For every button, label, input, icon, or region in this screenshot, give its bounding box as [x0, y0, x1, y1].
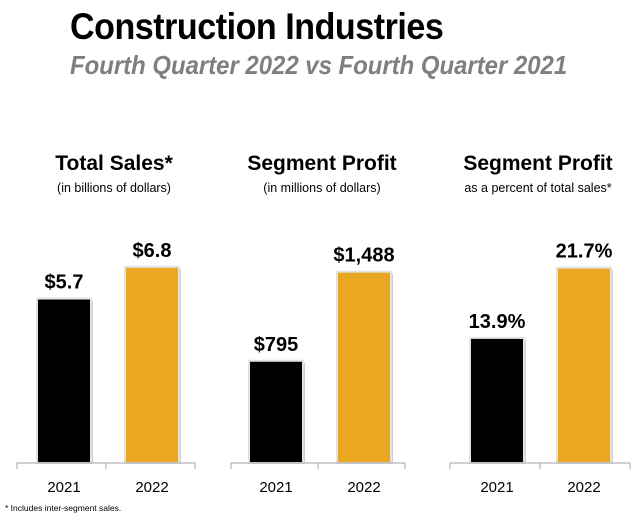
footnote: * Includes inter-segment sales. — [5, 503, 122, 513]
data-label: $1,488 — [333, 245, 394, 267]
chart-title-total-sales: Total Sales* — [55, 152, 173, 175]
chart-subtitle-total-sales: (in billions of dollars) — [57, 181, 171, 195]
chart-subtitle-segment-profit: (in millions of dollars) — [263, 181, 381, 195]
data-label: $795 — [254, 334, 299, 356]
chart-title-segment-profit: Segment Profit — [247, 152, 397, 175]
chart-1: $5.7 2021 $6.8 2022 — [16, 240, 196, 496]
page-subtitle: Fourth Quarter 2022 vs Fourth Quarter 20… — [70, 50, 568, 80]
chart-3: 13.9% 2021 21.7% 2022 — [449, 241, 631, 496]
bar-2021 — [248, 359, 304, 464]
data-label: 13.9% — [469, 311, 526, 333]
tick-label: 2022 — [347, 479, 380, 496]
tick-label: 2021 — [480, 479, 513, 496]
bar-2021 — [36, 297, 92, 465]
bar-2022 — [336, 270, 392, 464]
tick-label: 2021 — [259, 479, 292, 496]
chart-title-profit-percent: Segment Profit — [463, 152, 613, 175]
bar-2022 — [124, 265, 180, 464]
bar-2021 — [469, 336, 525, 464]
chart-subtitle-profit-percent: as a percent of total sales* — [464, 181, 612, 195]
tick-label: 2022 — [567, 479, 600, 496]
data-label: $6.8 — [133, 240, 172, 262]
data-label: $5.7 — [45, 272, 84, 294]
bar-2022 — [556, 266, 612, 465]
chart-2: $795 2021 $1,488 2022 — [230, 245, 406, 496]
page-title: Construction Industries — [70, 6, 444, 47]
tick-label: 2022 — [135, 479, 168, 496]
data-label: 21.7% — [556, 241, 613, 263]
tick-label: 2021 — [47, 479, 80, 496]
